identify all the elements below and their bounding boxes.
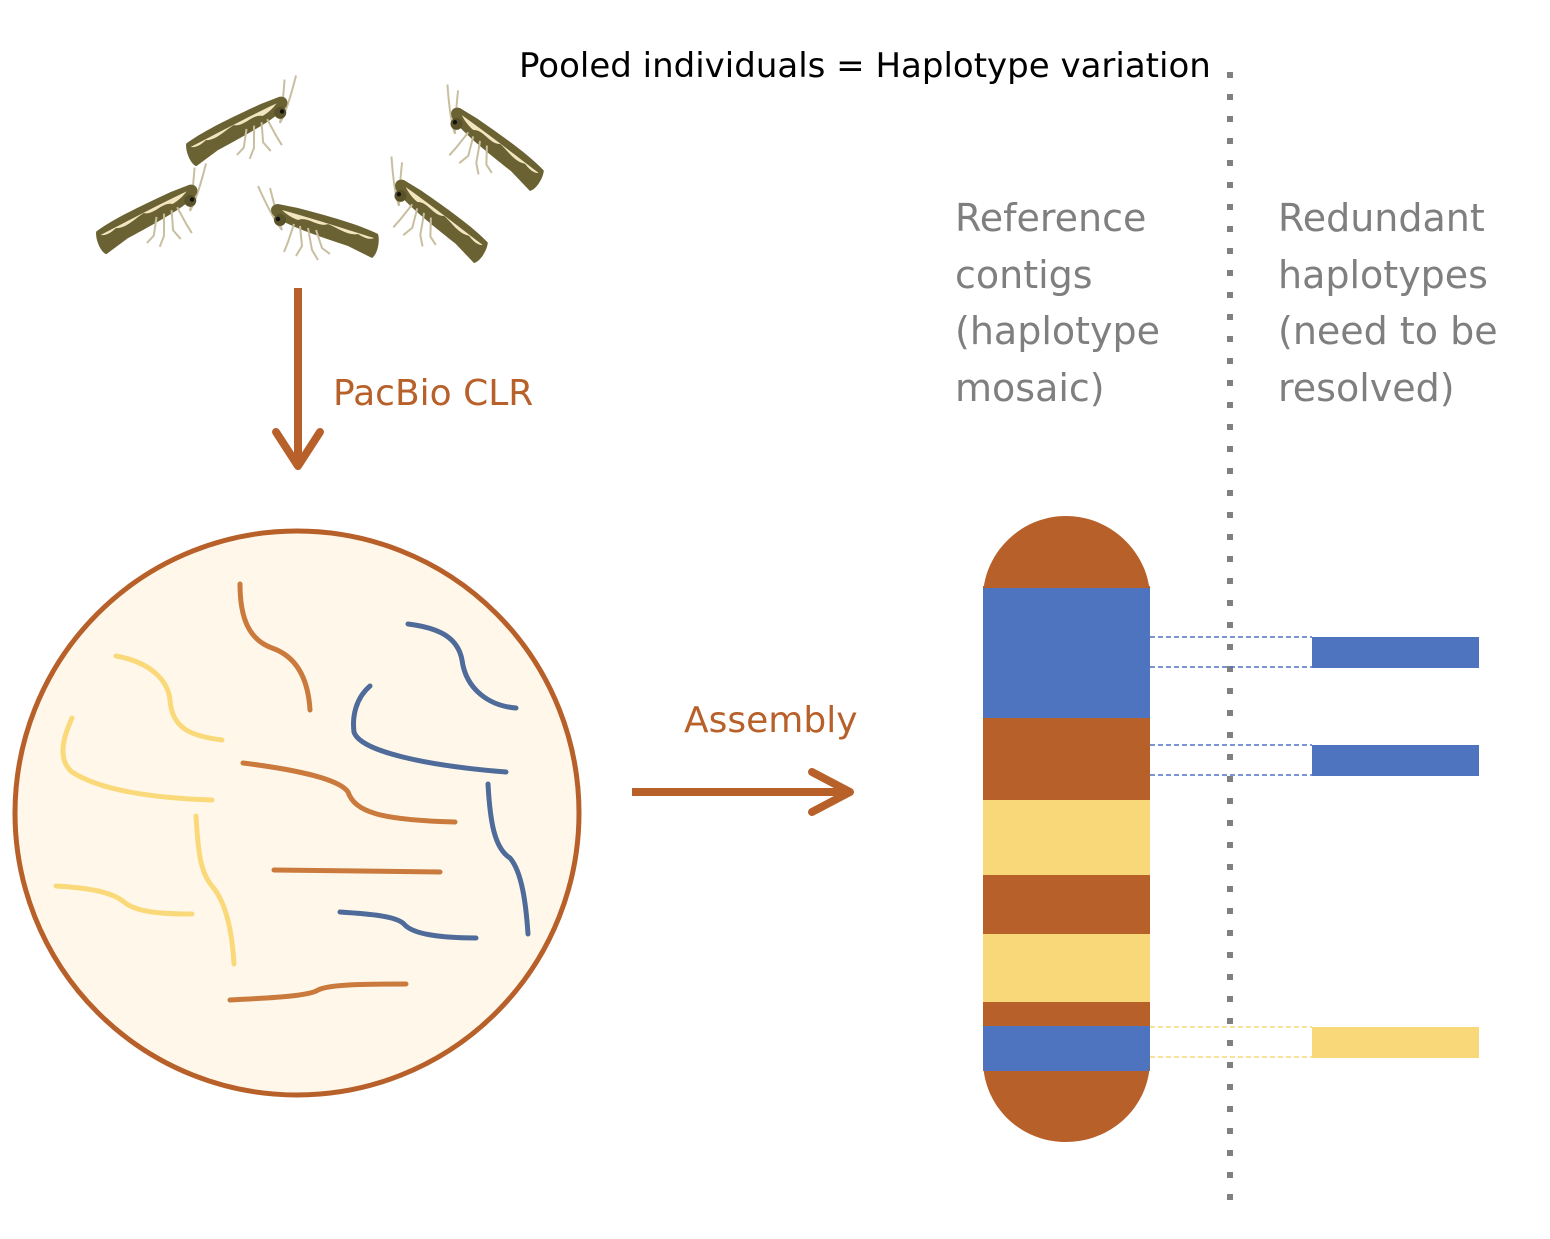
assembly-arrow-icon — [632, 768, 854, 816]
contig-segment-blue — [983, 1026, 1150, 1071]
reference-contigs-heading: Reference contigs (haplotype mosaic) — [955, 190, 1160, 416]
redundant-haplotype-bar-yellow — [1312, 1027, 1479, 1058]
read-brown — [271, 867, 443, 875]
reference-heading-line: contigs — [955, 252, 1093, 297]
pacbio-clr-label: PacBio CLR — [333, 373, 534, 414]
contig-segment — [983, 586, 1150, 588]
contig-segment-brown — [983, 1002, 1150, 1026]
redundant-heading-line: (need to be — [1278, 309, 1498, 353]
moths-group — [86, 74, 562, 269]
contig-segment-cap-bottom — [983, 1060, 1150, 1142]
contig-segment-yellow — [983, 934, 1150, 1002]
read-blue — [337, 909, 479, 941]
read-yellow — [60, 715, 215, 803]
reference-heading-line: mosaic) — [955, 365, 1105, 410]
reference-heading-line: Reference — [955, 196, 1147, 240]
redundant-haplotypes-heading: Redundant haplotypes (need to be resolve… — [1278, 190, 1498, 416]
read-blue — [351, 683, 509, 775]
moth-icon — [257, 185, 380, 261]
haplotype-connectors — [1150, 636, 1312, 1058]
redundant-heading-line: haplotypes — [1278, 252, 1488, 297]
redundant-heading-line: resolved) — [1278, 365, 1455, 410]
moth-icon — [86, 162, 220, 259]
redundant-haplotype-bar-blue — [1312, 745, 1479, 776]
contig-segment-yellow — [983, 800, 1150, 875]
redundant-haplotype-bar-blue — [1312, 637, 1479, 668]
contig-segment-blue — [983, 588, 1150, 718]
chromosome-contig-icon — [983, 516, 1150, 1142]
contig-segment-brown — [983, 875, 1150, 934]
read-blue — [485, 781, 531, 937]
moth-icon — [421, 83, 562, 197]
read-yellow — [53, 883, 195, 917]
read-yellow — [113, 653, 225, 743]
redundant-haplotypes — [1312, 637, 1479, 1058]
read-brown — [237, 581, 313, 713]
contig-segment-brown — [983, 718, 1150, 800]
read-yellow — [193, 813, 237, 967]
pacbio-arrow-icon — [272, 288, 324, 470]
sequencing-reads-pool-icon — [12, 528, 582, 1098]
redundant-heading-line: Redundant — [1278, 196, 1485, 240]
moth-icon — [176, 74, 310, 171]
contig-segment-cap-top — [983, 516, 1150, 598]
diagram-title: Pooled individuals = Haplotype variation — [519, 46, 1211, 86]
read-brown — [227, 981, 409, 1003]
read-blue — [405, 621, 519, 711]
assembly-label: Assembly — [684, 700, 858, 741]
reference-heading-line: (haplotype — [955, 309, 1161, 353]
read-brown — [240, 760, 458, 825]
moth-icon — [365, 155, 506, 269]
